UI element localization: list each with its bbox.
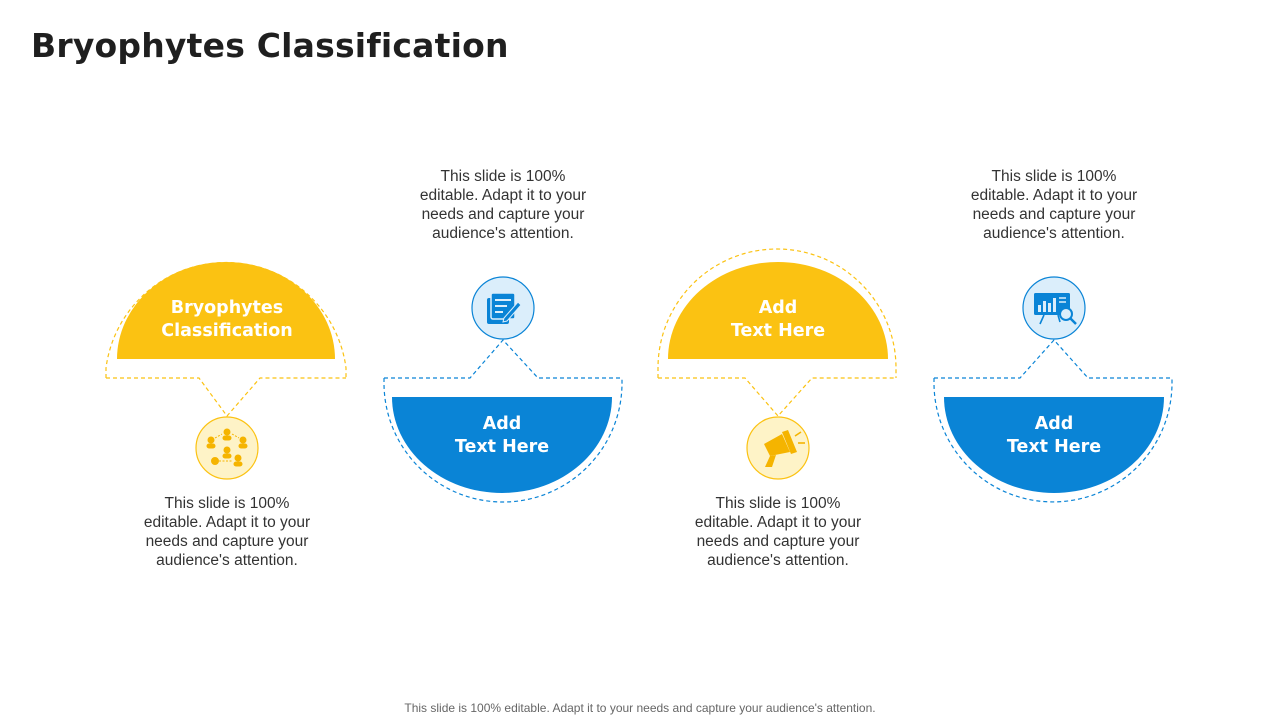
chart-search-icon [1034,293,1077,325]
item-3-group [657,248,897,480]
notes-edit-icon [487,292,522,324]
item-2-semicircle [392,397,612,493]
network-people-icon [206,428,248,467]
megaphone-icon [764,430,805,467]
item-2-group [383,276,623,503]
item-2-dashed-arc [383,378,623,503]
item-1-group [105,262,347,480]
item-4-label: Add Text Here [1006,414,1102,457]
item-4-group [933,276,1173,503]
item-2-description: This slide is 100% editable. Adapt it to… [419,168,587,242]
page-title: Bryophytes Classification [31,26,509,65]
footer-note: This slide is 100% editable. Adapt it to… [404,701,876,715]
item-1-semicircle [117,262,335,359]
item-1-label: Bryophytes Classification [161,298,293,341]
item-3-connector [658,377,896,417]
item-4-dashed-arc [933,378,1173,503]
item-3-label: Add Text Here [730,298,826,341]
item-1-connector [106,377,346,417]
item-2-connector [384,339,622,379]
item-3-semicircle [668,262,888,359]
item-4-description: This slide is 100% editable. Adapt it to… [970,168,1138,242]
item-4-semicircle [944,397,1164,493]
item-4-connector [934,339,1172,379]
item-2-label: Add Text Here [454,414,550,457]
item-3-description: This slide is 100% editable. Adapt it to… [694,495,862,569]
item-3-dashed-arc [657,248,897,378]
item-1-description: This slide is 100% editable. Adapt it to… [143,495,311,569]
